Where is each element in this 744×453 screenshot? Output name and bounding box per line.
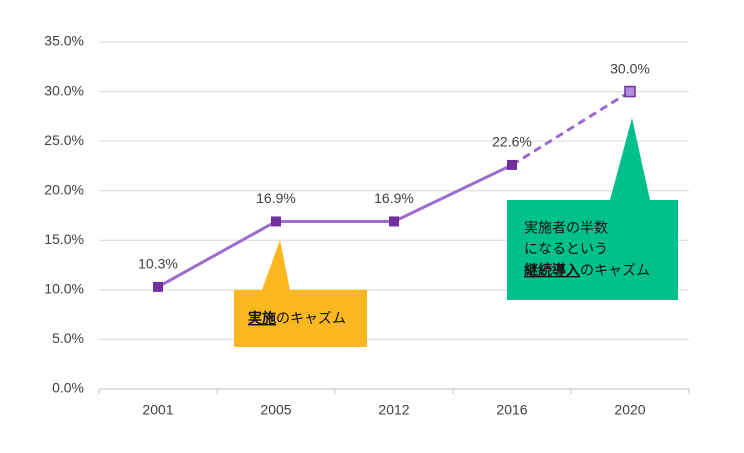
data-label: 22.6% bbox=[492, 134, 532, 150]
data-label: 10.3% bbox=[138, 256, 178, 272]
callout-text-part: のキャズム bbox=[580, 262, 650, 278]
callout-box bbox=[234, 240, 367, 347]
marker bbox=[153, 281, 163, 292]
marker bbox=[624, 85, 636, 98]
x-tick-label: 2001 bbox=[142, 402, 173, 418]
y-tick-label: 30.0% bbox=[44, 82, 84, 98]
y-tick-label: 35.0% bbox=[44, 33, 84, 49]
marker bbox=[507, 159, 517, 170]
marker bbox=[271, 216, 281, 227]
callout-emphasis: 継続導入 bbox=[524, 262, 580, 278]
y-tick-label: 25.0% bbox=[44, 132, 84, 148]
line bbox=[157, 163, 513, 289]
dashed-line bbox=[511, 90, 631, 167]
callout-text: になるという bbox=[524, 241, 608, 257]
y-tick-label: 10.0% bbox=[44, 281, 84, 297]
callout-box bbox=[507, 118, 678, 300]
data-label: 30.0% bbox=[610, 60, 650, 76]
callout-emphasis: 実施 bbox=[248, 310, 276, 326]
data-label: 16.9% bbox=[256, 190, 296, 206]
x-tick-label: 2020 bbox=[614, 402, 645, 418]
y-tick-label: 20.0% bbox=[44, 181, 84, 197]
x-tick-label: 2005 bbox=[260, 402, 291, 418]
data-label: 16.9% bbox=[374, 190, 414, 206]
y-tick-label: 5.0% bbox=[52, 330, 84, 346]
x-tick-label: 2016 bbox=[496, 402, 527, 418]
y-tick-label: 0.0% bbox=[52, 380, 84, 396]
callout-text: 実施のキャズム bbox=[248, 310, 346, 326]
y-tick-label: 15.0% bbox=[44, 231, 84, 247]
x-tick-label: 2012 bbox=[378, 402, 409, 418]
marker bbox=[389, 216, 399, 227]
callout-text: 実施者の半数 bbox=[524, 220, 608, 236]
callout-text: 継続導入のキャズム bbox=[524, 262, 650, 278]
callout-text-part: のキャズム bbox=[276, 310, 346, 326]
